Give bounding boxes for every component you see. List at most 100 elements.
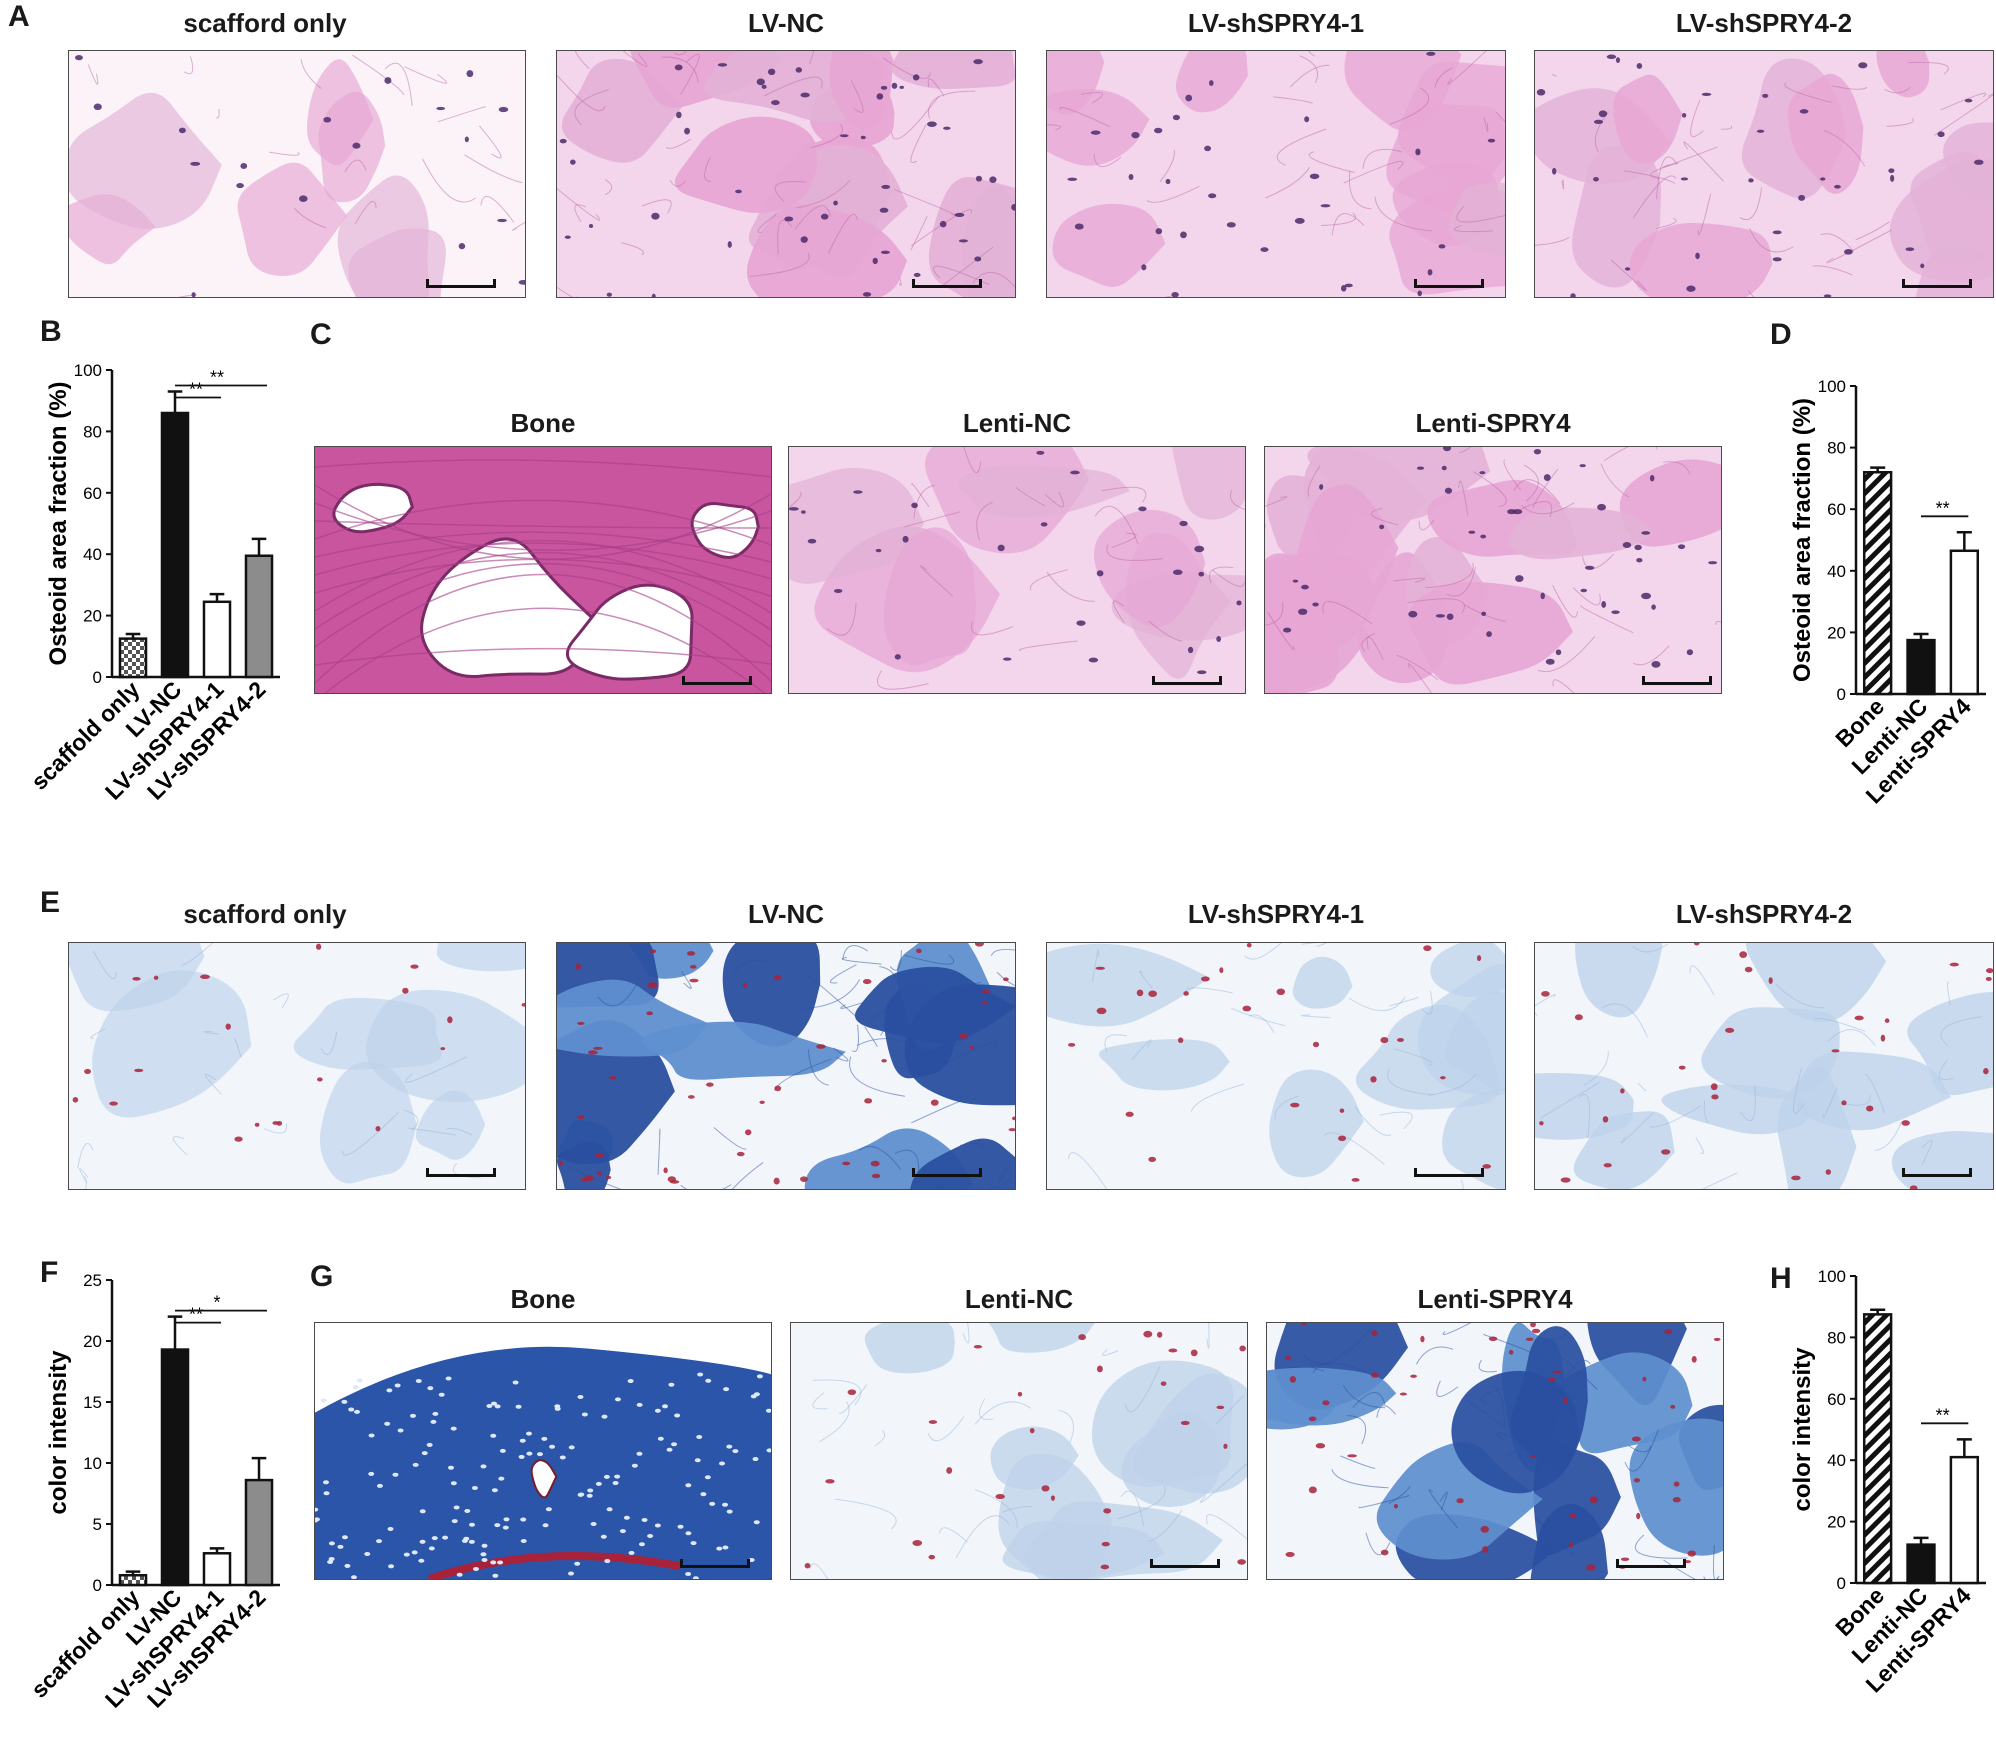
bar-1 [118,637,148,679]
y-tick-label: 20 [83,1332,102,1351]
panel-e-title-sh2: LV-shSPRY4-2 [1675,899,1853,929]
y-tick-label: 80 [1827,1328,1846,1347]
panel-g-title-lentinc: Lenti-NC [964,1284,1074,1314]
bar-4 [244,1478,274,1587]
panel-e-title-lvnc: LV-NC [747,899,825,929]
y-tick-label: 40 [83,545,102,564]
error-bar-1 [1870,1308,1886,1315]
error-bar-2 [167,1315,183,1350]
significance-label: ** [210,367,224,387]
error-bar-1 [125,1570,141,1576]
bar-1 [1862,470,1893,696]
panel-a-title-sh1: LV-shSPRY4-1 [1187,8,1365,38]
y-tick-label: 40 [1827,562,1846,581]
error-bar-1 [1870,466,1886,473]
bar-1 [1862,1313,1893,1585]
micrograph-he-scaffold [68,50,526,298]
significance-label: ** [189,379,203,399]
error-bar-3 [1956,1438,1972,1458]
y-tick-label: 25 [83,1271,102,1290]
y-tick-label: 0 [93,668,102,687]
panel-c-title-lentinc: Lenti-NC [962,408,1072,438]
chart-b: 0 20 40 60 80 100 Osteoid area fraction (%) sca… [0,330,290,810]
y-axis-label: Osteoid area fraction (%) [1789,398,1816,682]
scale-bar [1616,1559,1686,1568]
error-bar-2 [1913,1536,1929,1545]
significance-label: ** [1936,1405,1950,1425]
y-tick-label: 60 [1827,1390,1846,1409]
y-tick-label: 100 [1818,377,1846,396]
significance-label: * [213,1293,220,1313]
error-bar-2 [167,390,183,413]
panel-c-title-lentispry4: Lenti-SPRY4 [1415,408,1571,438]
y-tick-label: 15 [83,1393,102,1412]
micrograph-he-sh1 [1046,50,1506,298]
panel-letter-h: H [1770,1262,1792,1295]
bar-3 [1949,1455,1980,1585]
y-tick-label: 20 [1827,623,1846,642]
y-axis-label: color intensity [45,1350,72,1515]
micrograph-he-sh2 [1534,50,1994,298]
scale-bar [1902,279,1972,288]
panel-letter-g: G [310,1260,334,1293]
y-axis-label: color intensity [1789,1347,1816,1512]
bar-3 [202,600,232,679]
y-axis-label: Osteoid area fraction (%) [45,381,72,665]
micrograph-mt-sh1 [1046,942,1506,1190]
bar-4 [244,554,274,679]
panel-c-title-bone: Bone [510,408,576,438]
panel-e-title-sh1: LV-shSPRY4-1 [1187,899,1365,929]
scale-bar [912,1168,982,1177]
bar-2 [1906,1543,1936,1585]
scale-bar [1152,676,1222,685]
scale-bar [680,1559,750,1568]
y-tick-label: 10 [83,1454,102,1473]
panel-letter-d: D [1770,318,1792,351]
bar-3 [202,1552,232,1587]
panel-e-title-scaffold: scafford only [183,899,347,929]
micrograph-mt-bone [314,1322,772,1580]
scale-bar [1642,676,1712,685]
panel-letter-f: F [40,1256,59,1289]
panel-a-title-lvnc: LV-NC [747,8,825,38]
y-tick-label: 20 [83,607,102,626]
y-tick-label: 0 [93,1576,102,1595]
scale-bar [1414,1168,1484,1177]
panel-a-title-sh2: LV-shSPRY4-2 [1675,8,1853,38]
y-tick-label: 20 [1827,1513,1846,1532]
y-tick-label: 40 [1827,1451,1846,1470]
significance-label: ** [1936,498,1950,518]
micrograph-mt-lentispry4 [1266,1322,1724,1580]
scale-bar [682,676,752,685]
y-tick-label: 0 [1837,1574,1846,1593]
y-tick-label: 100 [74,361,102,380]
significance-label: ** [189,1305,203,1325]
micrograph-he-lvnc [556,50,1016,298]
micrograph-mt-sh2 [1534,942,1994,1190]
micrograph-he-lentispry4 [1264,446,1722,694]
chart-f: 0 5 10 15 20 25 color intensity scaffold only LV… [0,1260,290,1740]
scale-bar [912,279,982,288]
bar-2 [160,1348,190,1587]
scale-bar [1414,279,1484,288]
chart-d: 0 20 40 60 80 100 Osteoid area fraction (%) Bon… [1740,360,1996,830]
micrograph-mt-lentinc [790,1322,1248,1580]
scale-bar [426,279,496,288]
micrograph-mt-lvnc [556,942,1016,1190]
micrograph-he-lentinc [788,446,1246,694]
scale-bar [426,1168,496,1177]
error-bar-3 [1956,531,1972,551]
scale-bar [1150,1559,1220,1568]
y-tick-label: 80 [1827,439,1846,458]
y-tick-label: 100 [1818,1267,1846,1286]
y-tick-label: 60 [1827,500,1846,519]
panel-g-title-bone: Bone [510,1284,576,1314]
micrograph-mt-scaffold [68,942,526,1190]
y-tick-label: 5 [93,1515,102,1534]
error-bar-3 [209,592,225,602]
micrograph-he-bone [314,446,772,694]
